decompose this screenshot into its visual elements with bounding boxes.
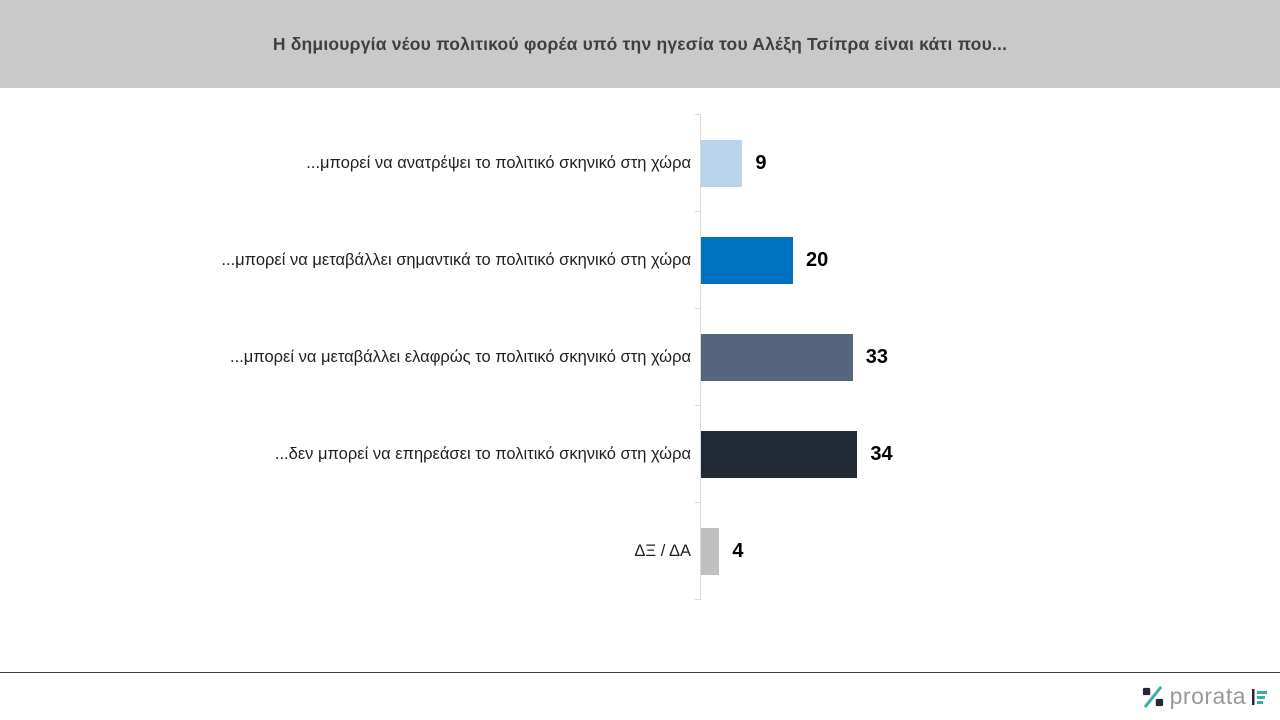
horizontal-bar-chart: ...μπορεί να ανατρέψει το πολιτικό σκηνι… [0, 114, 1280, 600]
bar-cell: 20 [695, 211, 1280, 309]
bar-cell: 4 [695, 502, 1280, 600]
chart-title-band: Η δημιουργία νέου πολιτικού φορέα υπό τη… [0, 0, 1280, 88]
chart-row: ΔΞ / ΔΑ 4 [0, 502, 1280, 600]
bar-lines-icon [1252, 687, 1268, 707]
bar [701, 237, 793, 284]
bar [701, 431, 858, 478]
page-footer: prorata [0, 672, 1280, 720]
chart-title: Η δημιουργία νέου πολιτικού φορέα υπό τη… [272, 33, 1008, 54]
chart-row: ...μπορεί να μεταβάλλει ελαφρώς το πολιτ… [0, 308, 1280, 406]
value-label: 9 [755, 152, 767, 174]
bar [701, 334, 853, 381]
bar-cell: 33 [695, 308, 1280, 406]
chart-row: ...δεν μπορεί να επηρεάσει το πολιτικό σ… [0, 405, 1280, 503]
chart-rows: ...μπορεί να ανατρέψει το πολιτικό σκηνι… [0, 114, 1280, 600]
prorata-logo: prorata [0, 673, 1280, 720]
chart-row: ...μπορεί να ανατρέψει το πολιτικό σκηνι… [0, 114, 1280, 212]
value-label: 20 [806, 249, 829, 271]
footer-divider [0, 672, 1280, 673]
category-label: ...μπορεί να ανατρέψει το πολιτικό σκηνι… [306, 154, 691, 173]
value-label: 34 [870, 443, 893, 465]
bar [701, 528, 720, 575]
chart-row: ...μπορεί να μεταβάλλει σημαντικά το πολ… [0, 211, 1280, 309]
category-label: ...μπορεί να μεταβάλλει σημαντικά το πολ… [221, 251, 691, 270]
brand-name: prorata [1169, 683, 1246, 709]
bar-cell: 9 [695, 114, 1280, 212]
value-label: 33 [865, 346, 889, 368]
bar-cell: 34 [695, 405, 1280, 503]
category-label: ...μπορεί να μεταβάλλει ελαφρώς το πολιτ… [230, 348, 691, 367]
category-label: ΔΞ / ΔΑ [634, 542, 691, 561]
value-label: 4 [732, 540, 744, 562]
bar [701, 140, 743, 187]
category-label: ...δεν μπορεί να επηρεάσει το πολιτικό σ… [274, 445, 691, 464]
percent-icon [1142, 685, 1164, 708]
